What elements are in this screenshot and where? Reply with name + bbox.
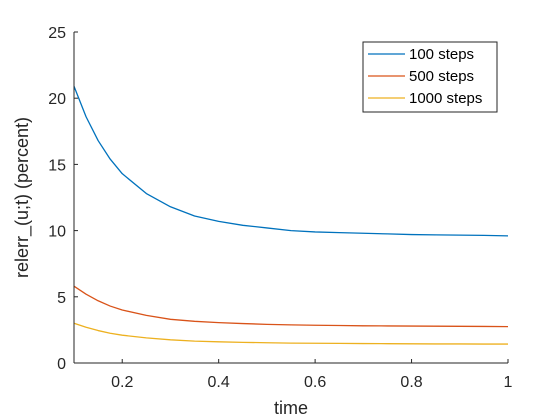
- y-tick-label: 15: [48, 157, 66, 174]
- series-line-2: [73, 285, 509, 328]
- legend: 100 steps 500 steps 1000 steps: [362, 41, 498, 113]
- x-axis-title: time: [274, 398, 308, 418]
- legend-label: 500 steps: [409, 68, 474, 85]
- y-tick-label: 10: [48, 224, 66, 241]
- series-line-1: [73, 86, 509, 237]
- x-tick-label: 0.2: [111, 374, 133, 391]
- series-lines: [73, 86, 509, 345]
- y-tick-label: 20: [48, 91, 66, 108]
- x-tick-label: 0.6: [304, 374, 326, 391]
- y-axis-title: relerr_(u;t) (percent): [12, 117, 33, 278]
- legend-label: 100 steps: [409, 46, 474, 63]
- y-tick-label: 25: [48, 25, 66, 42]
- axes: [73, 31, 509, 364]
- series-line-3: [73, 322, 508, 345]
- x-tick-label: 1: [504, 374, 513, 391]
- x-tick-label: 0.8: [400, 374, 422, 391]
- y-tick-label: 0: [57, 356, 66, 373]
- x-tick-label: 0.4: [208, 374, 230, 391]
- legend-label: 1000 steps: [409, 90, 482, 107]
- y-tick-label: 5: [57, 290, 66, 307]
